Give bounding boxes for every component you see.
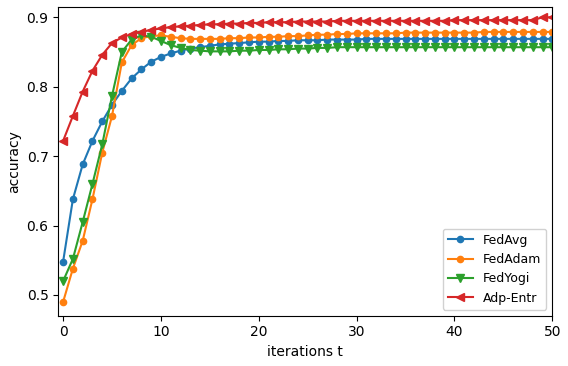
- FedAvg: [392, 37, 399, 41]
- FedYogi: [226, 49, 233, 53]
- FedAdam: [412, 30, 419, 35]
- FedAvg: [60, 259, 66, 264]
- Adp-Entr: [216, 22, 223, 26]
- FedAdam: [60, 300, 66, 304]
- Line: FedYogi: FedYogi: [59, 31, 556, 285]
- Adp-Entr: [383, 19, 390, 23]
- FedYogi: [60, 279, 66, 283]
- FedAvg: [363, 37, 370, 41]
- Adp-Entr: [412, 19, 419, 23]
- FedAdam: [481, 30, 487, 34]
- FedYogi: [421, 45, 428, 49]
- Legend: FedAvg, FedAdam, FedYogi, Adp-Entr: FedAvg, FedAdam, FedYogi, Adp-Entr: [442, 229, 546, 310]
- FedAvg: [549, 37, 556, 41]
- FedYogi: [138, 33, 145, 38]
- FedAvg: [421, 37, 428, 41]
- Adp-Entr: [206, 22, 213, 26]
- FedAdam: [383, 31, 390, 36]
- Adp-Entr: [539, 15, 546, 19]
- Adp-Entr: [529, 18, 536, 22]
- FedAdam: [168, 35, 174, 39]
- FedYogi: [177, 46, 184, 50]
- FedAdam: [549, 30, 556, 34]
- FedAvg: [168, 51, 174, 56]
- FedYogi: [549, 45, 556, 49]
- FedAvg: [216, 42, 223, 46]
- FedAdam: [206, 37, 213, 41]
- FedAdam: [539, 30, 546, 34]
- FedAdam: [216, 37, 223, 41]
- FedAvg: [206, 44, 213, 48]
- Line: Adp-Entr: Adp-Entr: [59, 14, 556, 145]
- FedYogi: [392, 45, 399, 49]
- Y-axis label: accuracy: accuracy: [7, 130, 21, 193]
- Adp-Entr: [60, 139, 66, 143]
- FedYogi: [539, 45, 546, 49]
- Line: FedAvg: FedAvg: [60, 36, 556, 265]
- Adp-Entr: [549, 15, 556, 19]
- FedYogi: [216, 49, 223, 53]
- Adp-Entr: [168, 25, 174, 29]
- FedAvg: [539, 37, 546, 41]
- X-axis label: iterations t: iterations t: [268, 345, 343, 359]
- Line: FedAdam: FedAdam: [60, 29, 556, 305]
